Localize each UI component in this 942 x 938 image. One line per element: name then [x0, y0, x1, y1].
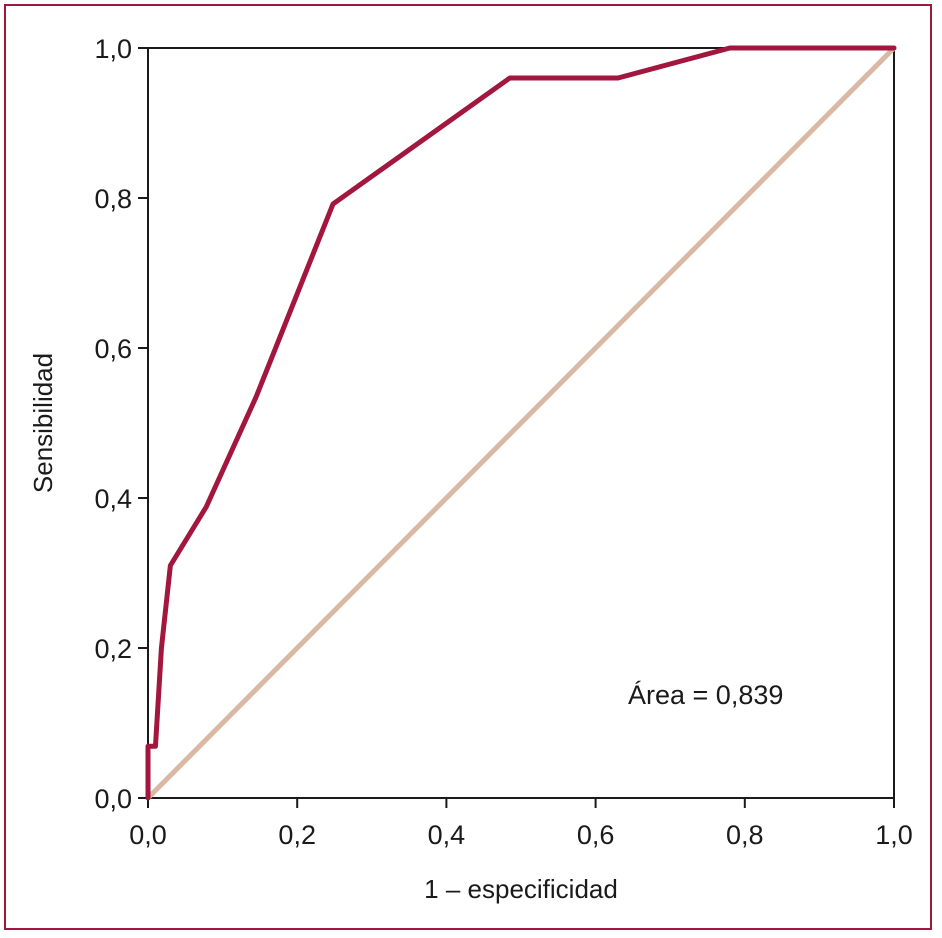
x-tick-label: 0,8: [726, 820, 764, 850]
x-tick-label: 0,4: [428, 820, 466, 850]
y-tick-label: 0,8: [94, 184, 132, 214]
y-axis-label: Sensibilidad: [28, 353, 58, 493]
x-tick-label: 1,0: [875, 820, 913, 850]
roc-curve-line: [145, 45, 897, 801]
chart-lines: [145, 45, 897, 801]
figure-frame: [4, 4, 932, 930]
area-annotation: Área = 0,839: [628, 680, 783, 710]
y-tick-label: 0,6: [94, 334, 132, 364]
x-axis-label: 1 – especificidad: [424, 874, 618, 904]
x-tick-label: 0,0: [129, 820, 167, 850]
plot-area-border: [147, 47, 895, 799]
tick-labels: 0,0 0,2 0,4 0,6 0,8 1,0 0,0 0,2 0,4 0,6 0,8 1,0: [94, 34, 912, 850]
y-tick-label: 0,4: [94, 484, 132, 514]
x-tick-label: 0,2: [278, 820, 316, 850]
y-tick-label: 0,0: [94, 784, 132, 814]
y-tick-label: 1,0: [94, 34, 132, 64]
x-tick-label: 0,6: [577, 820, 615, 850]
reference-diagonal-line: [146, 46, 896, 800]
y-tick-label: 0,2: [94, 634, 132, 664]
